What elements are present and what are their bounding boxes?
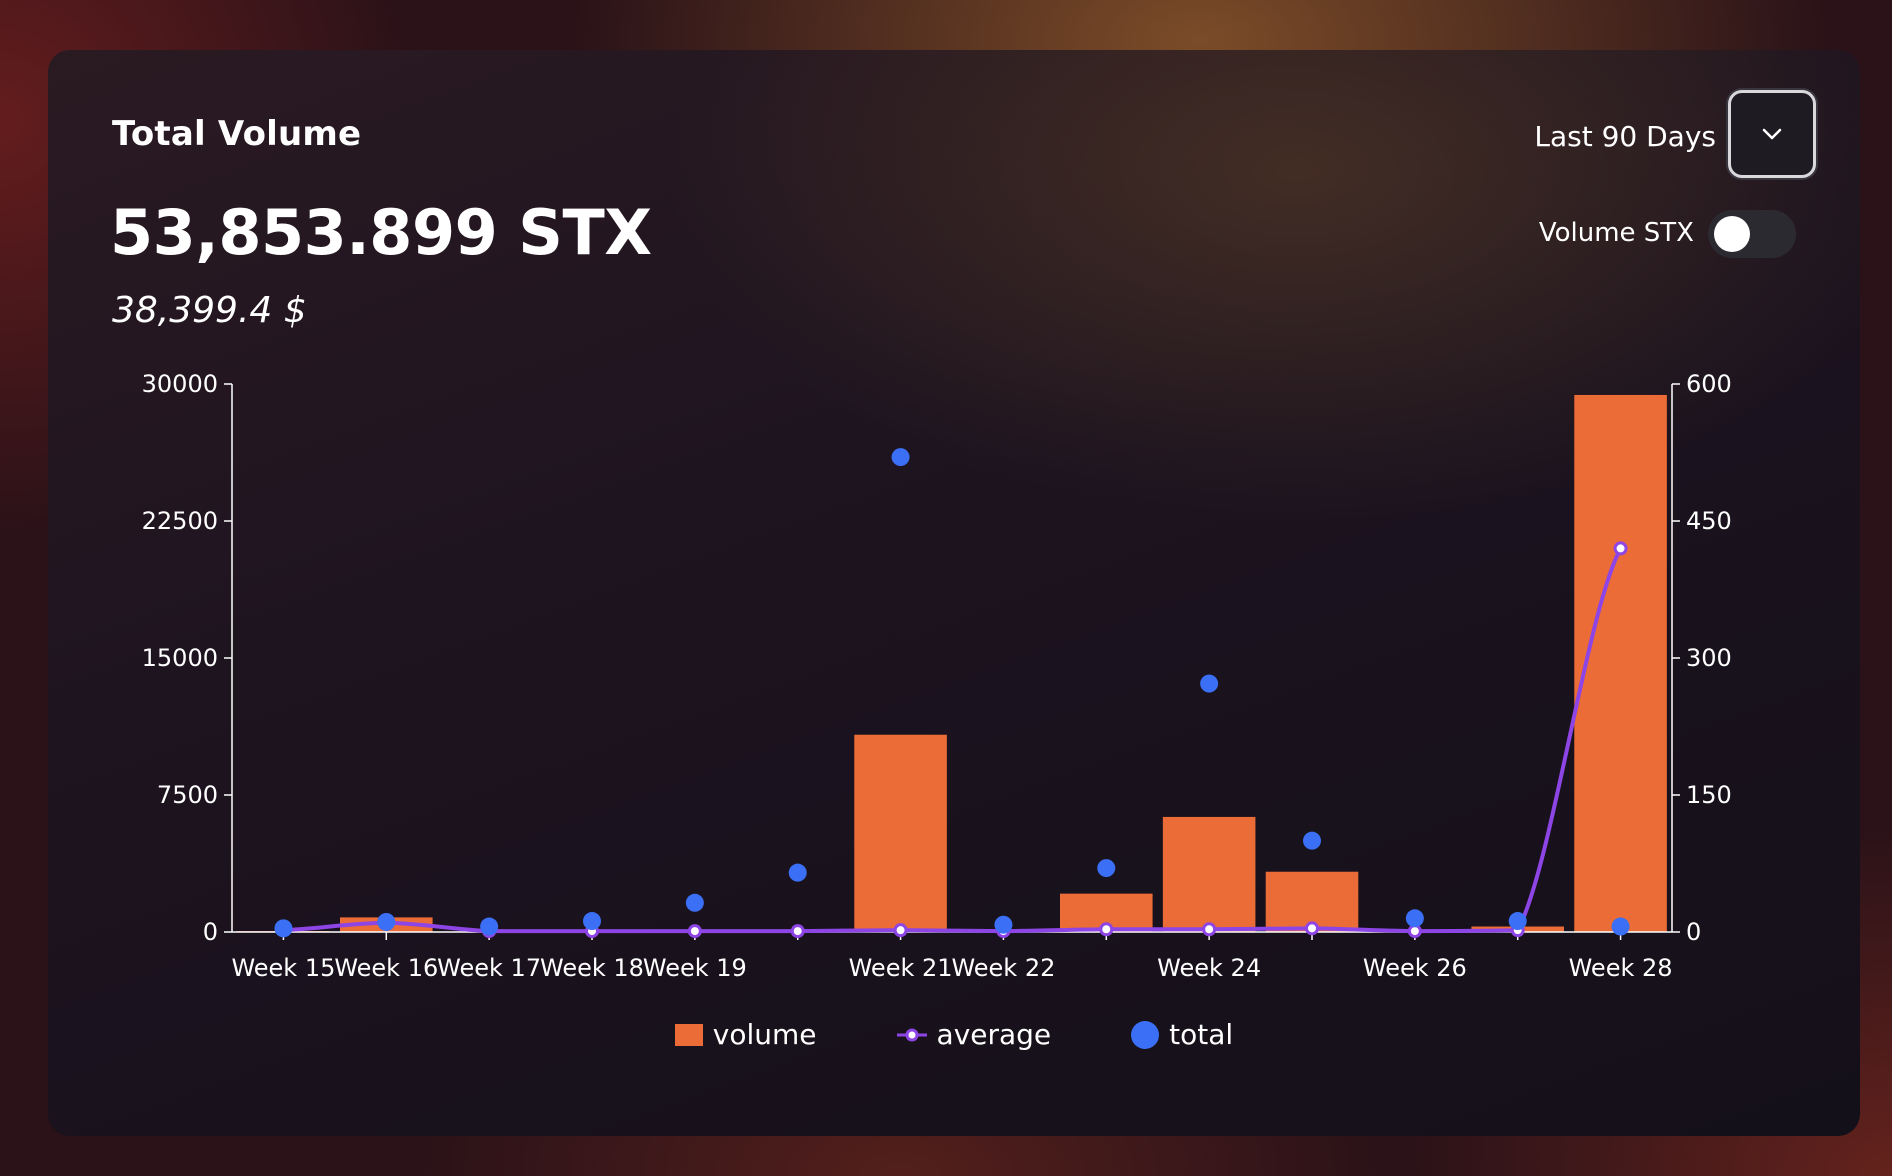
points-layer: [274, 448, 1629, 937]
total-point: [994, 916, 1012, 934]
total-point: [377, 913, 395, 931]
average-point: [895, 925, 906, 936]
total-point: [789, 864, 807, 882]
bars-layer: [237, 395, 1667, 932]
volume-swatch: [675, 1024, 703, 1046]
right-tick-label: 300: [1686, 644, 1732, 672]
legend-label-total: total: [1169, 1018, 1233, 1051]
average-point: [792, 926, 803, 937]
average-line: [283, 548, 1620, 931]
x-tick-label: Week 18: [540, 954, 644, 982]
left-tick-label: 7500: [157, 781, 218, 809]
volume-card: Total Volume 53,853.899 STX 38,399.4 $ L…: [48, 50, 1860, 1136]
average-line-swatch: [897, 1027, 927, 1043]
right-tick-label: 0: [1686, 918, 1701, 946]
left-tick-label: 30000: [142, 370, 218, 398]
average-point: [1307, 923, 1318, 934]
total-point: [1097, 859, 1115, 877]
total-point: [480, 918, 498, 936]
total-point: [274, 919, 292, 937]
legend-item-average[interactable]: average: [897, 1018, 1052, 1051]
volume-chart: 0 7500 15000 22500 30000 0 150 300 450 600 Week 15…: [48, 50, 1860, 1136]
x-tick-label: Week 26: [1363, 954, 1467, 982]
x-tick-label: Week 28: [1569, 954, 1673, 982]
volume-bar: [854, 735, 947, 932]
total-point: [1509, 912, 1527, 930]
legend-label-volume: volume: [713, 1018, 817, 1051]
total-point: [1612, 918, 1630, 936]
right-tick-label: 150: [1686, 781, 1732, 809]
legend-item-volume[interactable]: volume: [675, 1018, 817, 1051]
left-tick-label: 22500: [142, 507, 218, 535]
x-tick-label: Week 22: [951, 954, 1055, 982]
right-tick-label: 600: [1686, 370, 1732, 398]
x-tick-label: Week 15: [231, 954, 335, 982]
right-tick-label: 450: [1686, 507, 1732, 535]
total-point: [686, 894, 704, 912]
average-point: [1615, 543, 1626, 554]
average-point: [1204, 924, 1215, 935]
x-tick-label: Week 17: [437, 954, 541, 982]
total-point: [583, 912, 601, 930]
average-point: [689, 926, 700, 937]
total-point: [1303, 832, 1321, 850]
x-tick-label: Week 19: [643, 954, 747, 982]
line-layer: [278, 543, 1626, 937]
legend-label-average: average: [937, 1018, 1052, 1051]
volume-bar: [1163, 817, 1256, 932]
legend-item-total[interactable]: total: [1131, 1018, 1233, 1051]
total-point: [1406, 909, 1424, 927]
total-point: [892, 448, 910, 466]
left-tick-label: 15000: [142, 644, 218, 672]
total-swatch: [1131, 1021, 1159, 1049]
x-tick-label: Week 21: [849, 954, 953, 982]
x-tick-label: Week 24: [1157, 954, 1261, 982]
chart-legend: volume average total: [48, 1018, 1860, 1051]
volume-bar: [1574, 395, 1667, 932]
x-tick-label: Week 16: [334, 954, 438, 982]
total-point: [1200, 675, 1218, 693]
average-point: [1101, 924, 1112, 935]
left-tick-label: 0: [203, 918, 218, 946]
